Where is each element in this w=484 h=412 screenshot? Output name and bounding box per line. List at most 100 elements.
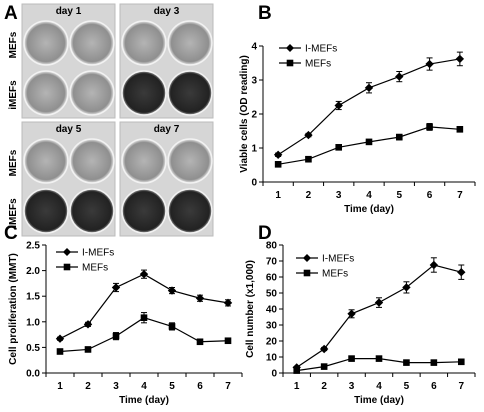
data-point-mefs	[348, 355, 355, 362]
data-point-i-mefs	[347, 309, 356, 318]
data-point-i-mefs	[167, 286, 177, 295]
y-axis-title: Cell number (x1,000)	[245, 260, 256, 358]
data-point-mefs	[430, 359, 438, 366]
y-tick-label: 60	[266, 273, 278, 284]
well-plate-images: day 1 day 3 day 5 day 7 MEFs iMEFs MEFs iMEFs	[8, 3, 214, 237]
data-point-i-mefs	[223, 298, 233, 308]
well-light	[121, 20, 167, 66]
well-light	[23, 70, 69, 116]
data-point-i-mefs	[374, 298, 384, 307]
y-tick-label: 70	[266, 257, 278, 268]
x-tick-label: 4	[376, 381, 382, 392]
data-point-mefs	[403, 359, 410, 366]
x-tick-label: 1	[294, 381, 300, 392]
panel-letter-d: D	[258, 223, 272, 244]
chart-b: 0 1 2 3 4 1 2 3 4 5 6 7 Time (day) Viable cells (OD r…	[239, 42, 476, 215]
y-tick-label: 0.0	[26, 369, 40, 380]
data-point-i-mefs	[139, 269, 149, 279]
data-point-i-mefs	[319, 344, 329, 354]
data-point-i-mefs	[402, 283, 411, 292]
well-light	[69, 20, 115, 66]
x-tick-label: 5	[404, 381, 410, 392]
legend-marker-diamond	[286, 44, 294, 52]
chart-d: 0 10 20 30 40 50 60 70 80 1 2 3 4 5 6 7 Time (day) Cell n…	[245, 241, 476, 406]
panel-letter-c: C	[4, 223, 18, 244]
legend-marker-diamond	[63, 248, 71, 256]
y-tick-label: 0	[271, 369, 277, 380]
x-tick-label: 1	[275, 190, 281, 201]
y-tick-label: 50	[266, 289, 278, 300]
row-label: iMEFs	[8, 198, 19, 228]
series-line-i-mefs	[296, 264, 462, 368]
well-dark	[69, 188, 115, 234]
row-label: iMEFs	[8, 80, 19, 110]
data-point-i-mefs	[395, 72, 404, 81]
day-label: day 7	[154, 124, 180, 135]
data-point-mefs	[112, 332, 120, 340]
x-tick-label: 7	[457, 190, 463, 201]
data-point-mefs	[395, 133, 403, 141]
legend-label: MEFs	[305, 59, 331, 70]
x-tick-label: 3	[113, 381, 119, 392]
y-tick-label: 1.5	[26, 292, 40, 303]
data-point-mefs	[335, 144, 343, 151]
x-tick-label: 6	[431, 381, 437, 392]
well-dark	[121, 188, 167, 234]
x-axis-title: Time (day)	[344, 204, 394, 215]
x-tick-label: 4	[366, 190, 372, 201]
data-point-mefs	[168, 323, 176, 330]
x-tick-label: 1	[57, 381, 63, 392]
x-axis-title: Time (day)	[354, 395, 404, 406]
y-axis-title: Cell proliferation (MMT)	[8, 253, 19, 365]
day-label: day 1	[56, 6, 82, 17]
data-point-mefs	[457, 358, 465, 366]
x-tick-label: 2	[85, 381, 91, 392]
well-light	[167, 138, 213, 184]
well-dark	[167, 70, 213, 116]
data-point-i-mefs	[304, 130, 313, 140]
y-tick-label: 0	[251, 178, 257, 189]
row-label: MEFs	[8, 31, 19, 58]
data-point-mefs	[224, 337, 232, 345]
series-line-i-mefs	[59, 273, 229, 340]
y-tick-label: 20	[266, 337, 278, 348]
legend-marker-square	[63, 263, 71, 271]
y-tick-label: 2.0	[26, 266, 40, 277]
row-label: MEFs	[8, 149, 19, 176]
x-tick-label: 4	[141, 381, 147, 392]
x-tick-label: 7	[459, 381, 465, 392]
data-point-mefs	[456, 126, 464, 133]
data-point-mefs	[274, 161, 282, 168]
day-label: day 5	[56, 124, 82, 135]
data-point-mefs	[365, 138, 373, 146]
well-dark	[121, 70, 167, 116]
panel-letter-a: A	[4, 3, 18, 24]
legend-label: I-MEFs	[82, 248, 114, 259]
x-tick-label: 5	[169, 381, 175, 392]
y-tick-label: 2.5	[26, 241, 40, 252]
chart-c: 0.0 0.5 1.0 1.5 2.0 2.5 1 2 3 4 5 6 7 Time (day) Cell …	[8, 241, 243, 406]
data-point-i-mefs	[83, 320, 93, 329]
well-light	[23, 138, 69, 184]
x-tick-label: 2	[321, 381, 327, 392]
well-light	[167, 20, 213, 66]
well-dark	[167, 188, 213, 234]
data-point-mefs	[293, 367, 301, 374]
legend-marker-diamond	[303, 254, 311, 262]
well-light	[69, 70, 115, 116]
well-dark	[23, 188, 69, 234]
well-light	[121, 138, 167, 184]
y-tick-label: 10	[266, 353, 278, 364]
data-point-mefs	[196, 338, 204, 346]
y-tick-label: 2	[251, 110, 257, 121]
x-tick-label: 3	[349, 381, 355, 392]
y-tick-label: 40	[266, 305, 278, 316]
data-point-mefs	[140, 314, 148, 322]
data-point-mefs	[56, 348, 64, 355]
well-light	[69, 138, 115, 184]
y-tick-label: 30	[266, 321, 278, 332]
x-tick-label: 5	[397, 190, 403, 201]
x-tick-label: 2	[306, 190, 312, 201]
legend-label: MEFs	[82, 263, 108, 274]
